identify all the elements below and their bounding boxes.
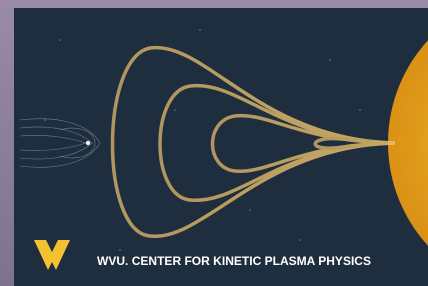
- panel: WVU. CENTER FOR KINETIC PLASMA PHYSICS: [14, 0, 428, 286]
- banner-text: WVU. CENTER FOR KINETIC PLASMA PHYSICS: [97, 254, 371, 268]
- scene: WVU. CENTER FOR KINETIC PLASMA PHYSICS: [0, 0, 428, 286]
- space-background: [14, 8, 428, 286]
- earth: [86, 141, 90, 145]
